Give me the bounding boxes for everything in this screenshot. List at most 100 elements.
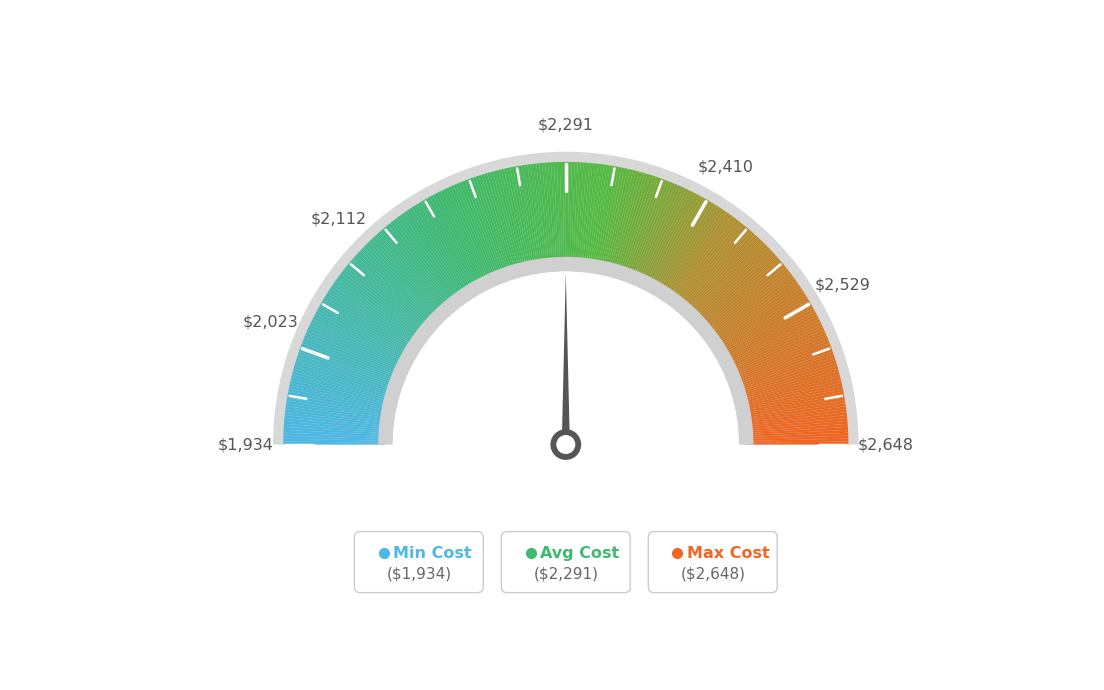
- Wedge shape: [649, 194, 699, 285]
- Wedge shape: [746, 424, 848, 433]
- Wedge shape: [507, 168, 530, 268]
- Wedge shape: [715, 286, 802, 344]
- Wedge shape: [721, 298, 809, 353]
- Wedge shape: [505, 168, 528, 268]
- Wedge shape: [307, 330, 401, 373]
- Wedge shape: [701, 257, 779, 326]
- Wedge shape: [326, 293, 413, 349]
- Wedge shape: [286, 403, 386, 420]
- Wedge shape: [352, 257, 431, 326]
- Wedge shape: [501, 169, 527, 268]
- Wedge shape: [575, 162, 584, 264]
- Wedge shape: [691, 241, 764, 315]
- Wedge shape: [397, 216, 459, 299]
- Wedge shape: [304, 335, 399, 376]
- Circle shape: [551, 429, 581, 460]
- Wedge shape: [563, 162, 566, 264]
- Wedge shape: [476, 176, 510, 273]
- Wedge shape: [743, 388, 843, 411]
- Wedge shape: [737, 355, 835, 388]
- Wedge shape: [465, 179, 502, 276]
- Text: $2,291: $2,291: [538, 117, 594, 132]
- Wedge shape: [602, 168, 625, 268]
- Wedge shape: [314, 314, 405, 362]
- Wedge shape: [341, 271, 423, 335]
- Wedge shape: [539, 163, 551, 264]
- Wedge shape: [666, 209, 724, 295]
- Wedge shape: [682, 228, 751, 308]
- Wedge shape: [490, 172, 519, 270]
- Wedge shape: [745, 412, 847, 426]
- Wedge shape: [742, 383, 842, 407]
- Wedge shape: [655, 198, 707, 288]
- Wedge shape: [737, 357, 836, 391]
- Wedge shape: [699, 253, 776, 324]
- Wedge shape: [605, 169, 630, 268]
- Wedge shape: [736, 352, 834, 387]
- Wedge shape: [672, 216, 734, 299]
- Wedge shape: [648, 193, 697, 284]
- Wedge shape: [732, 333, 826, 375]
- Wedge shape: [705, 264, 785, 331]
- Wedge shape: [713, 281, 798, 342]
- Wedge shape: [556, 162, 562, 264]
- Wedge shape: [746, 435, 848, 441]
- Wedge shape: [734, 340, 829, 380]
- Wedge shape: [560, 162, 564, 264]
- Wedge shape: [284, 430, 385, 437]
- Wedge shape: [720, 295, 807, 351]
- Wedge shape: [581, 163, 593, 264]
- Wedge shape: [492, 171, 521, 270]
- Wedge shape: [716, 288, 803, 346]
- Wedge shape: [318, 306, 408, 357]
- Wedge shape: [572, 162, 577, 264]
- Wedge shape: [286, 406, 386, 422]
- Wedge shape: [641, 188, 686, 281]
- Wedge shape: [652, 197, 704, 287]
- Wedge shape: [342, 269, 424, 334]
- Text: $2,112: $2,112: [311, 211, 368, 226]
- Wedge shape: [551, 162, 559, 264]
- Text: $2,023: $2,023: [242, 315, 298, 330]
- Wedge shape: [728, 319, 820, 366]
- Text: Avg Cost: Avg Cost: [540, 546, 619, 561]
- Wedge shape: [302, 338, 399, 378]
- Wedge shape: [577, 162, 586, 264]
- Wedge shape: [704, 262, 784, 329]
- Wedge shape: [722, 303, 813, 356]
- Wedge shape: [348, 262, 427, 329]
- Wedge shape: [741, 371, 839, 400]
- Wedge shape: [290, 377, 390, 403]
- Wedge shape: [697, 249, 772, 321]
- Wedge shape: [319, 303, 410, 356]
- Wedge shape: [470, 177, 507, 275]
- Wedge shape: [619, 175, 654, 273]
- Wedge shape: [365, 243, 439, 317]
- Wedge shape: [330, 286, 416, 344]
- Wedge shape: [638, 185, 681, 279]
- Wedge shape: [284, 435, 385, 441]
- Wedge shape: [578, 163, 590, 264]
- Wedge shape: [288, 388, 389, 411]
- Wedge shape: [295, 360, 393, 392]
- Wedge shape: [708, 269, 789, 334]
- Wedge shape: [290, 380, 390, 405]
- Wedge shape: [513, 166, 533, 267]
- Wedge shape: [443, 189, 489, 282]
- FancyBboxPatch shape: [354, 531, 484, 593]
- Wedge shape: [288, 392, 389, 413]
- Wedge shape: [433, 194, 482, 285]
- Wedge shape: [643, 189, 689, 282]
- Wedge shape: [744, 400, 846, 418]
- Wedge shape: [596, 166, 616, 266]
- Wedge shape: [744, 397, 845, 416]
- FancyBboxPatch shape: [648, 531, 777, 593]
- Wedge shape: [718, 290, 805, 348]
- Wedge shape: [393, 219, 456, 302]
- Wedge shape: [296, 357, 394, 391]
- Wedge shape: [528, 164, 543, 266]
- Wedge shape: [291, 374, 391, 402]
- Wedge shape: [726, 314, 818, 362]
- Wedge shape: [393, 272, 739, 444]
- Wedge shape: [723, 306, 814, 357]
